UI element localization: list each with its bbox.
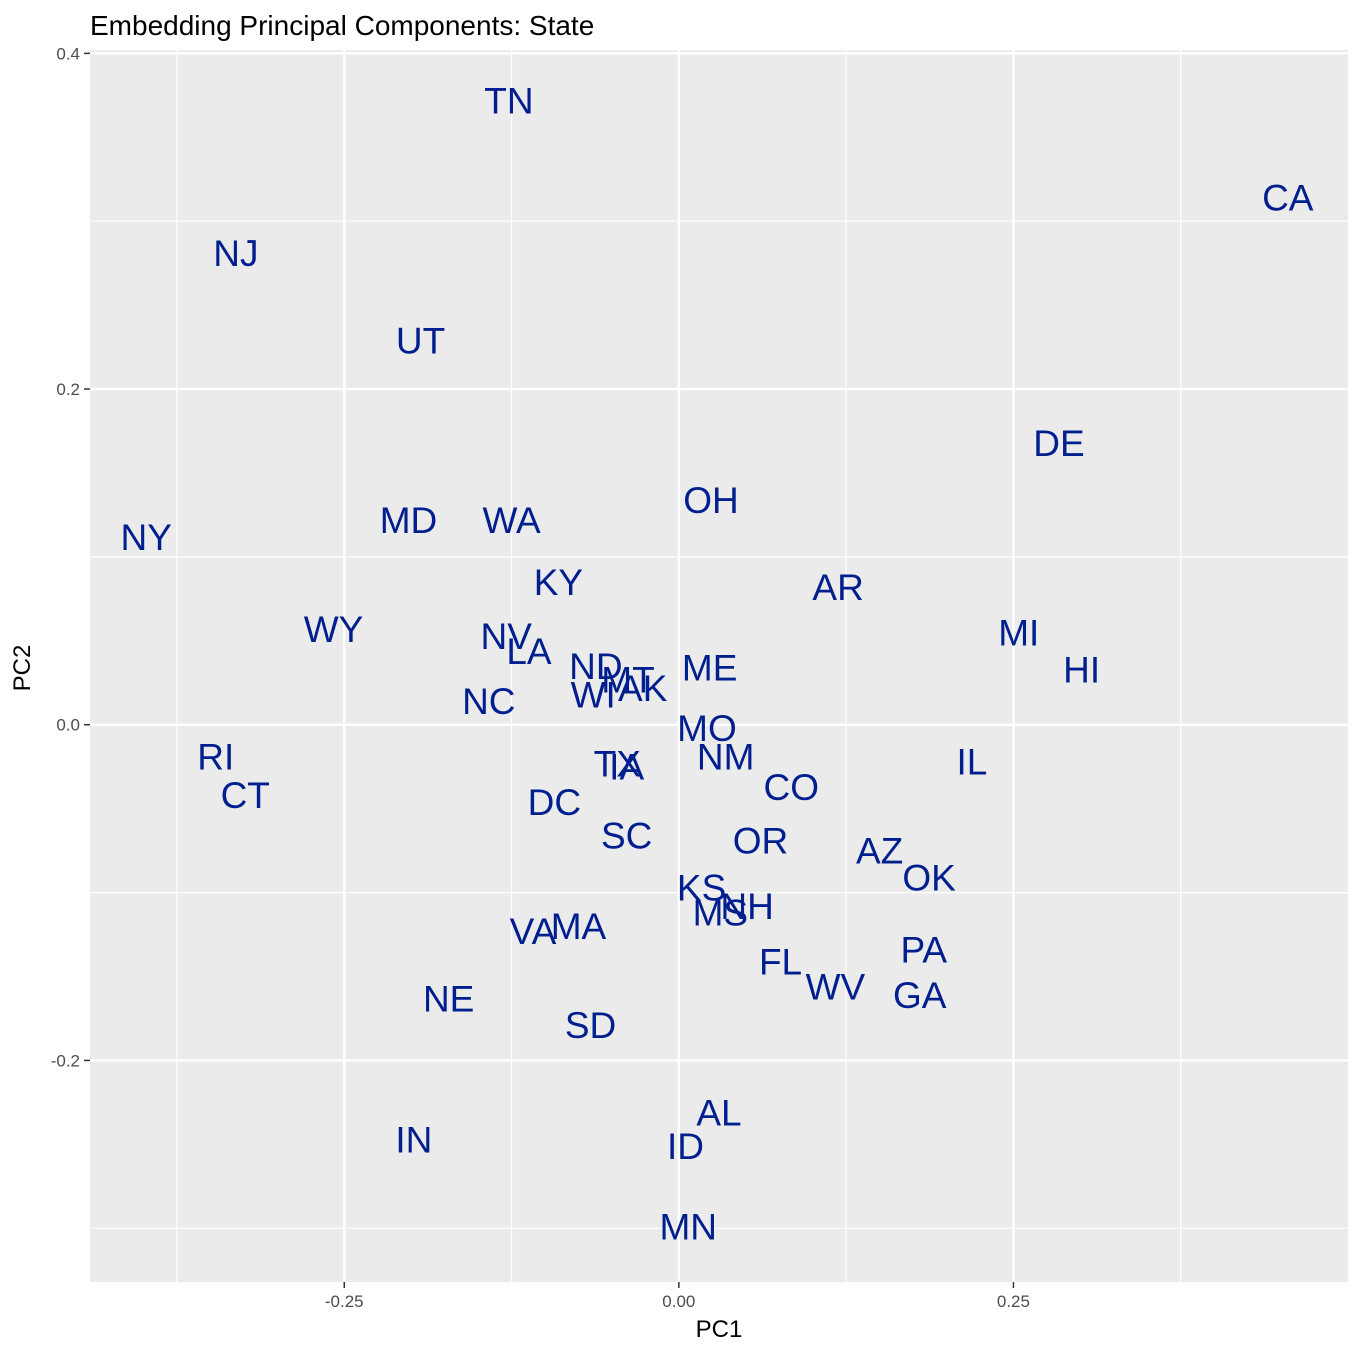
- point-label-nm: NM: [697, 737, 755, 778]
- point-label-co: CO: [764, 767, 820, 808]
- x-axis-title: PC1: [696, 1316, 743, 1343]
- point-label-oh: OH: [683, 480, 739, 521]
- point-label-ct: CT: [221, 775, 270, 816]
- point-label-ca: CA: [1262, 178, 1314, 219]
- point-label-in: IN: [395, 1119, 432, 1160]
- x-axis: -0.25 0.00 0.25: [325, 1282, 1030, 1311]
- point-label-nh: NH: [720, 886, 773, 927]
- point-label-wi: WI: [571, 675, 616, 716]
- point-label-ma: MA: [551, 906, 607, 947]
- y-tick-label: 0.2: [56, 380, 80, 399]
- y-axis-title: PC2: [9, 645, 36, 692]
- chart-title: Embedding Principal Components: State: [90, 10, 594, 41]
- point-label-nj: NJ: [213, 233, 258, 274]
- point-label-la: LA: [506, 631, 552, 672]
- y-axis: -0.2 0.0 0.2 0.4: [51, 44, 90, 1070]
- point-label-ky: KY: [534, 562, 583, 603]
- x-tick-label: 0.25: [997, 1292, 1030, 1311]
- point-label-ne: NE: [423, 978, 474, 1019]
- point-label-nv: NV: [481, 616, 533, 657]
- point-label-wy: WY: [304, 609, 364, 650]
- x-tick-label: -0.25: [325, 1292, 364, 1311]
- y-tick-label: 0.4: [56, 44, 80, 63]
- point-label-dc: DC: [528, 782, 581, 823]
- point-label-ar: AR: [812, 567, 863, 608]
- point-label-or: OR: [733, 821, 789, 862]
- point-label-ms: MS: [693, 893, 749, 934]
- point-label-ut: UT: [396, 320, 445, 361]
- point-label-mo: MO: [677, 708, 737, 749]
- minor-gridlines: [90, 50, 1348, 1282]
- point-label-az: AZ: [856, 831, 903, 872]
- point-label-pa: PA: [900, 930, 947, 971]
- plot-panel: [90, 50, 1348, 1282]
- y-tick-label: 0.0: [56, 716, 80, 735]
- point-label-me: ME: [682, 648, 738, 689]
- point-label-fl: FL: [759, 941, 802, 982]
- point-label-sc: SC: [601, 816, 652, 857]
- point-label-ia: IA: [609, 747, 644, 788]
- point-label-tx: TX: [594, 743, 641, 784]
- point-label-ks: KS: [677, 868, 726, 909]
- point-label-hi: HI: [1063, 649, 1100, 690]
- point-label-md: MD: [380, 500, 438, 541]
- x-tick-label: 0.00: [662, 1292, 695, 1311]
- point-label-ga: GA: [893, 975, 947, 1016]
- point-label-va: VA: [510, 911, 557, 952]
- point-label-wv: WV: [806, 967, 866, 1008]
- point-label-ak: AK: [618, 668, 668, 709]
- point-label-nd: ND: [569, 646, 622, 687]
- point-label-tn: TN: [484, 80, 533, 121]
- point-label-mn: MN: [659, 1207, 717, 1248]
- point-label-ok: OK: [902, 857, 956, 898]
- point-label-ri: RI: [197, 737, 234, 778]
- point-label-id: ID: [667, 1126, 704, 1167]
- point-label-il: IL: [957, 742, 988, 783]
- point-label-de: DE: [1033, 423, 1084, 464]
- point-label-mt: MT: [601, 659, 654, 700]
- major-gridlines: [90, 50, 1348, 1282]
- point-label-mi: MI: [998, 612, 1039, 653]
- point-label-nc: NC: [462, 681, 515, 722]
- point-label-ny: NY: [121, 517, 172, 558]
- point-label-al: AL: [696, 1092, 741, 1133]
- point-label-sd: SD: [565, 1005, 616, 1046]
- y-tick-label: -0.2: [51, 1051, 80, 1070]
- point-label-wa: WA: [482, 500, 541, 541]
